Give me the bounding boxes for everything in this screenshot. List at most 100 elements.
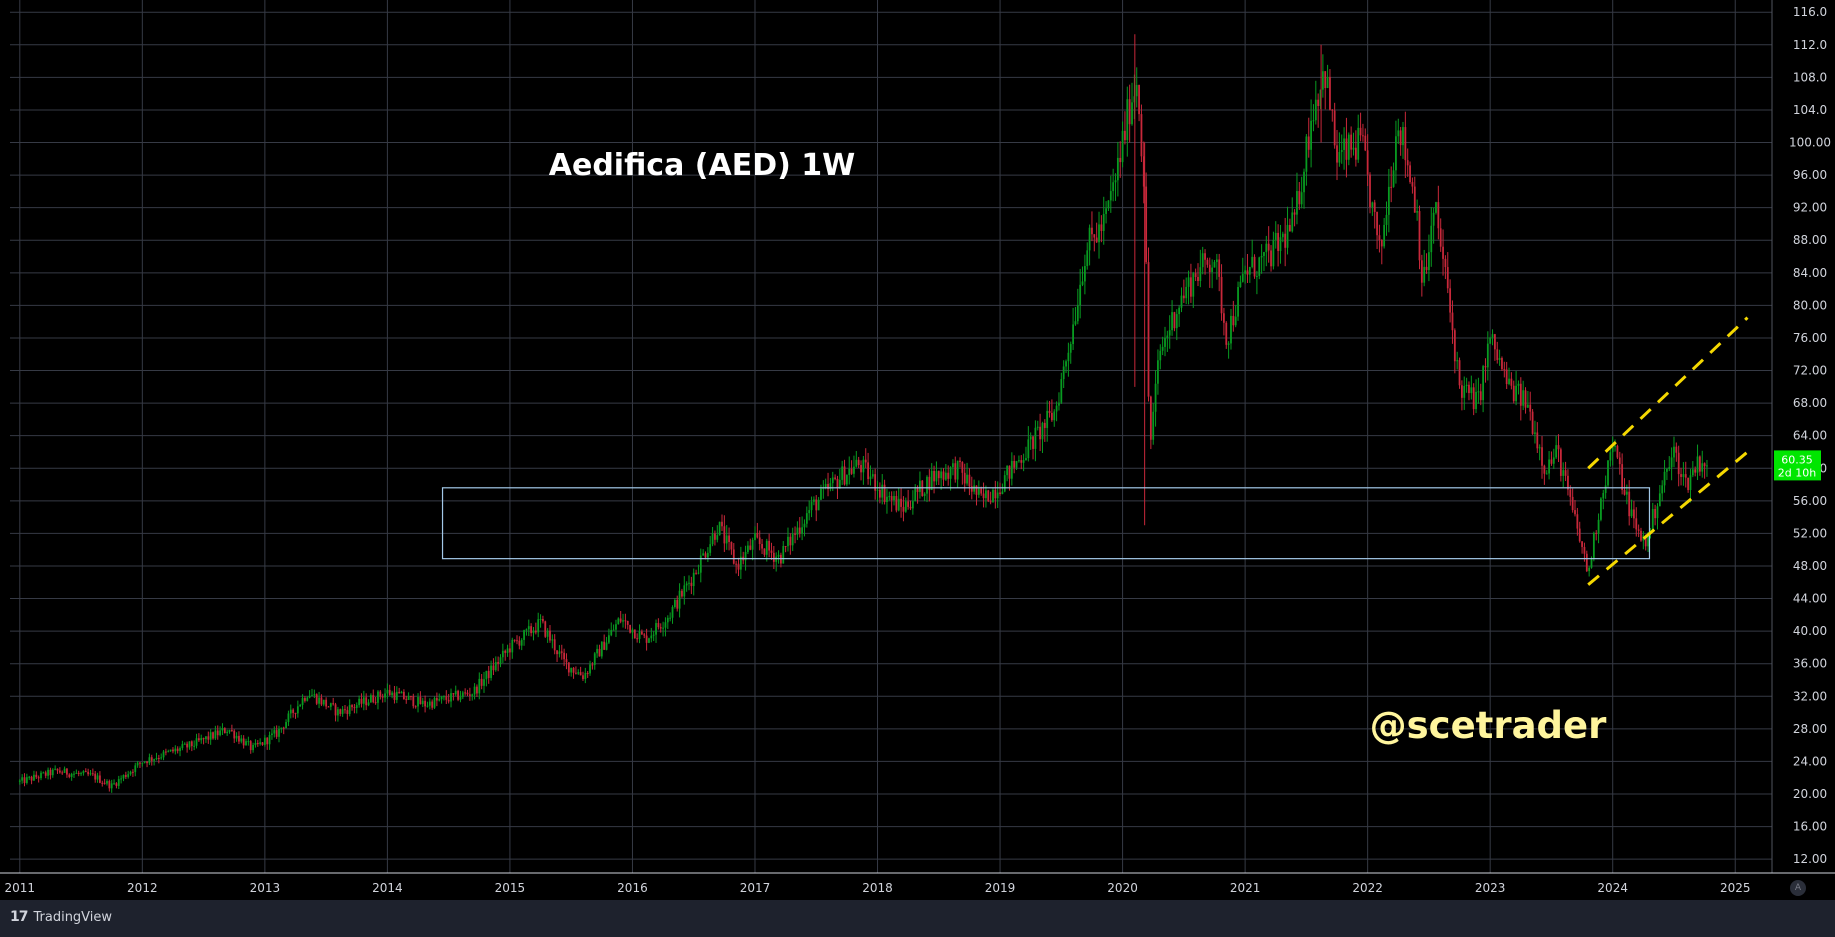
candle — [876, 480, 879, 502]
candle — [450, 688, 452, 708]
channel-line-upper[interactable] — [1587, 316, 1749, 470]
candle — [466, 689, 469, 697]
candle — [777, 550, 780, 564]
candle — [1185, 277, 1188, 305]
candle — [624, 613, 627, 629]
candle — [739, 546, 742, 579]
candle — [1093, 234, 1096, 252]
candle — [513, 639, 516, 643]
candle — [787, 527, 789, 552]
candle — [452, 692, 455, 701]
candle — [622, 613, 624, 628]
candle — [296, 700, 299, 718]
candle — [1489, 336, 1492, 345]
candle — [66, 768, 68, 778]
x-tick-label: 2014 — [372, 881, 403, 895]
candle — [99, 771, 101, 784]
candle — [902, 496, 905, 522]
candle — [1293, 209, 1296, 227]
support-zone-box[interactable] — [441, 487, 1651, 560]
candle — [812, 496, 815, 506]
candle — [940, 467, 943, 490]
candle — [761, 539, 763, 555]
candle — [730, 541, 733, 555]
candle — [1588, 565, 1591, 577]
candle — [966, 462, 968, 486]
candle — [1270, 245, 1272, 272]
candle — [1350, 126, 1353, 158]
candle — [1060, 372, 1063, 404]
candle — [278, 725, 280, 743]
candle — [1175, 309, 1178, 341]
candle — [780, 552, 782, 568]
candle — [1409, 161, 1411, 184]
candle — [1197, 263, 1199, 287]
candle — [758, 530, 761, 551]
candle — [1658, 485, 1661, 507]
candle — [579, 666, 582, 676]
candle — [565, 653, 568, 670]
candle — [1564, 461, 1567, 482]
candle — [1395, 120, 1397, 184]
candle — [504, 649, 507, 661]
candle — [914, 484, 917, 502]
candle — [268, 731, 271, 750]
candle — [1557, 434, 1560, 463]
candle — [532, 627, 535, 641]
candle — [1347, 132, 1350, 166]
candle — [681, 588, 683, 598]
candle — [1548, 451, 1550, 480]
candle — [626, 620, 629, 630]
candle — [1428, 234, 1430, 282]
candle — [1376, 211, 1378, 249]
auto-scale-button[interactable]: A — [1790, 880, 1806, 896]
candle — [1512, 380, 1515, 404]
candle — [1661, 480, 1664, 502]
candle — [1432, 207, 1435, 244]
candle — [1380, 239, 1383, 265]
candle — [1314, 80, 1317, 125]
tradingview-logo[interactable]: 17 TradingView — [10, 909, 112, 925]
candle — [1451, 300, 1454, 344]
candle — [179, 746, 181, 757]
candle — [28, 775, 31, 780]
candle — [365, 693, 368, 711]
candle — [1585, 550, 1588, 573]
candle — [214, 725, 217, 741]
candle — [1036, 420, 1039, 431]
candle — [1091, 211, 1093, 242]
candle — [1263, 251, 1265, 272]
candle — [322, 699, 325, 707]
candle — [146, 760, 148, 768]
candle — [1079, 268, 1082, 319]
candle — [271, 729, 273, 740]
y-tick-label: 24.00 — [1793, 754, 1827, 768]
candle — [1255, 270, 1258, 295]
candle — [650, 627, 653, 643]
candle — [791, 527, 794, 552]
candle — [230, 724, 233, 732]
candle — [1496, 341, 1499, 364]
candle — [1673, 436, 1675, 468]
candle — [1444, 255, 1447, 280]
candle — [577, 669, 580, 675]
candle — [1152, 403, 1155, 445]
candle — [1182, 279, 1185, 303]
candle — [1253, 254, 1256, 279]
candle — [1696, 444, 1699, 481]
x-tick-label: 2018 — [862, 881, 893, 895]
candle — [1218, 253, 1221, 292]
candle — [1479, 383, 1482, 406]
x-tick-label: 2013 — [250, 881, 281, 895]
candle — [414, 705, 417, 709]
y-tick-label: 100.00 — [1789, 136, 1831, 150]
candle — [1317, 93, 1320, 128]
channel-line-lower[interactable] — [1587, 450, 1749, 586]
candle — [1340, 134, 1343, 164]
y-tick-label: 72.00 — [1793, 364, 1827, 378]
candle — [855, 451, 858, 468]
candle — [1628, 480, 1631, 526]
candle — [1100, 215, 1103, 243]
candle — [1611, 436, 1614, 466]
